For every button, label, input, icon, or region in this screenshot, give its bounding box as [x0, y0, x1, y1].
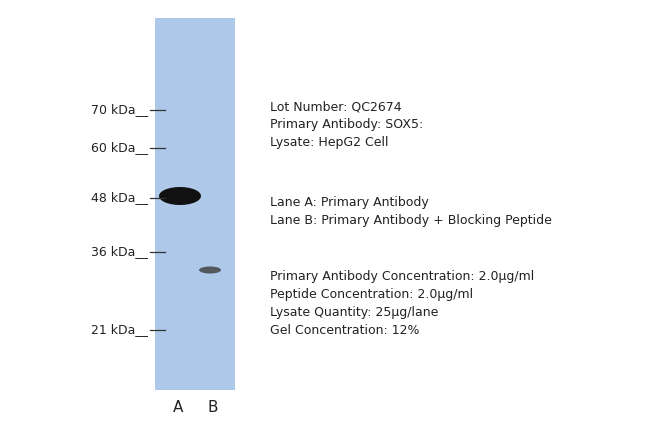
Text: A: A: [173, 400, 183, 416]
Ellipse shape: [159, 187, 201, 205]
Bar: [155, 18, 235, 390]
Text: Primary Antibody: SOX5:: Primary Antibody: SOX5:: [270, 118, 423, 131]
Text: 36 kDa__: 36 kDa__: [91, 245, 148, 258]
Text: Lot Number: QC2674: Lot Number: QC2674: [270, 100, 402, 113]
Text: Lysate Quantity: 25μg/lane: Lysate Quantity: 25μg/lane: [270, 306, 438, 319]
Text: 48 kDa__: 48 kDa__: [91, 191, 148, 204]
Text: Lane B: Primary Antibody + Blocking Peptide: Lane B: Primary Antibody + Blocking Pept…: [270, 214, 552, 227]
Text: Lane A: Primary Antibody: Lane A: Primary Antibody: [270, 196, 429, 209]
Text: Peptide Concentration: 2.0μg/ml: Peptide Concentration: 2.0μg/ml: [270, 288, 473, 301]
Ellipse shape: [199, 267, 221, 273]
Text: 21 kDa__: 21 kDa__: [91, 324, 148, 337]
Text: Gel Concentration: 12%: Gel Concentration: 12%: [270, 324, 419, 337]
Text: 60 kDa__: 60 kDa__: [91, 142, 148, 155]
Text: 70 kDa__: 70 kDa__: [91, 104, 148, 117]
Text: B: B: [208, 400, 218, 416]
Text: Lysate: HepG2 Cell: Lysate: HepG2 Cell: [270, 136, 389, 149]
Text: Primary Antibody Concentration: 2.0μg/ml: Primary Antibody Concentration: 2.0μg/ml: [270, 270, 534, 283]
